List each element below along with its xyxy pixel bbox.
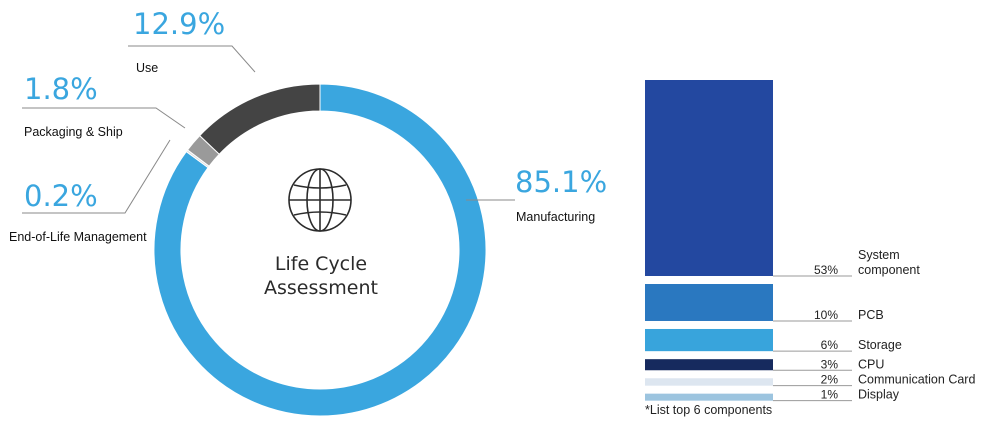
leader-eol <box>22 139 171 214</box>
component-label: Storage <box>858 338 902 352</box>
component-label: PCB <box>858 308 884 322</box>
slice-value-use: 12.9% <box>133 7 225 41</box>
slice-label-eol: End-of-Life Management <box>9 230 147 244</box>
component-value: 6% <box>821 338 839 352</box>
slice-label-use: Use <box>136 61 158 75</box>
leader-packaging <box>22 107 186 129</box>
slice-manufacturing <box>153 83 487 417</box>
component-bar-communication-card <box>645 378 773 386</box>
globe-icon <box>288 168 352 232</box>
component-value: 1% <box>821 388 839 402</box>
component-value: 2% <box>821 373 839 387</box>
component-label: component <box>858 263 920 277</box>
component-bar-system-component <box>645 80 773 276</box>
component-bar-cpu <box>645 359 773 371</box>
component-label: Communication Card <box>858 373 975 387</box>
leader-use <box>128 45 256 73</box>
slice-label-packaging: Packaging & Ship <box>24 125 123 139</box>
component-bar-display <box>645 393 773 401</box>
component-value: 53% <box>814 263 838 277</box>
slice-value-packaging: 1.8% <box>24 72 98 106</box>
center-label-line-1: Life Cycle <box>275 253 367 275</box>
component-label: System <box>858 248 900 262</box>
donut-chart <box>153 83 487 417</box>
slice-use <box>199 83 321 155</box>
component-value: 3% <box>821 357 839 371</box>
center-label-line-2: Assessment <box>264 277 378 299</box>
component-bar-storage <box>645 328 773 352</box>
footnote: *List top 6 components <box>645 403 772 417</box>
component-bar-pcb <box>645 284 773 321</box>
slice-value-manufacturing: 85.1% <box>515 165 607 199</box>
component-label: Display <box>858 388 900 402</box>
component-value: 10% <box>814 308 838 322</box>
slice-value-eol: 0.2% <box>24 179 98 213</box>
component-label: CPU <box>858 357 884 371</box>
slice-label-manufacturing: Manufacturing <box>516 210 595 224</box>
